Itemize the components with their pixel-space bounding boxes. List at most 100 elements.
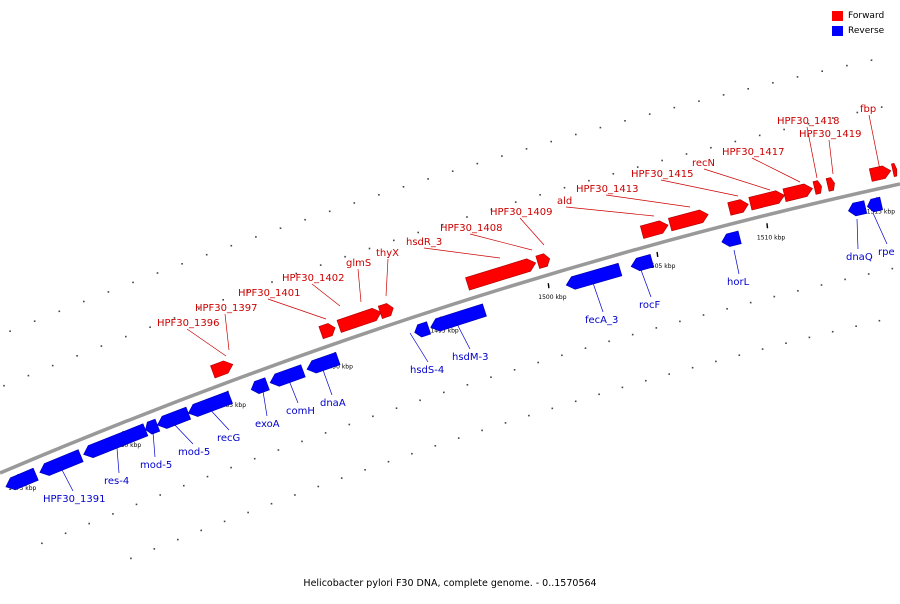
label-leader-line	[565, 206, 655, 217]
grid-dot	[514, 201, 517, 203]
reverse-gene[interactable]	[250, 377, 270, 395]
reverse-gene-label: exoA	[255, 419, 280, 430]
grid-dot	[295, 272, 298, 275]
reverse-gene[interactable]	[430, 303, 487, 332]
label-leader-line	[224, 313, 230, 351]
grid-dot	[673, 106, 676, 109]
label-leader-line	[828, 139, 834, 175]
grid-dot	[880, 106, 883, 108]
reverse-gene[interactable]	[145, 418, 161, 435]
grid-dot	[434, 445, 437, 447]
grid-dot	[58, 310, 61, 313]
reverse-gene[interactable]	[414, 321, 432, 338]
reverse-gene[interactable]	[866, 196, 884, 213]
reverse-gene[interactable]	[5, 467, 39, 491]
label-leader-line	[872, 212, 888, 245]
grid-dot	[648, 113, 651, 115]
forward-gene-label: HPF30_1418	[777, 116, 839, 127]
grid-dot	[831, 330, 834, 333]
forward-gene-label: ald	[557, 196, 572, 207]
forward-gene[interactable]	[868, 165, 892, 182]
grid-dot	[41, 542, 43, 545]
forward-gene[interactable]	[336, 307, 382, 333]
grid-dot	[64, 532, 67, 535]
label-leader-line	[592, 282, 604, 313]
grid-dot	[539, 194, 541, 196]
forward-gene[interactable]	[465, 258, 537, 291]
forward-gene[interactable]	[535, 253, 551, 269]
grid-dot	[222, 299, 224, 301]
grid-dot	[364, 469, 366, 471]
reverse-gene[interactable]	[721, 230, 742, 247]
grid-dot	[584, 347, 587, 349]
forward-gene[interactable]	[318, 323, 336, 340]
grid-dot	[368, 247, 371, 250]
forward-gene-label: HPF30_1413	[576, 184, 638, 195]
forward-gene[interactable]	[812, 180, 822, 195]
forward-gene[interactable]	[748, 190, 785, 211]
label-leader-line	[171, 421, 194, 445]
grid-dot	[253, 457, 256, 460]
forward-gene[interactable]	[377, 303, 394, 319]
grid-dot	[205, 253, 208, 256]
grid-dot	[808, 336, 811, 339]
forward-gene[interactable]	[727, 199, 749, 216]
label-leader-line	[311, 283, 341, 307]
forward-gene[interactable]	[782, 183, 813, 202]
grid-dot	[149, 326, 151, 328]
grid-dot	[340, 477, 343, 479]
forward-gene-label: glmS	[346, 258, 371, 269]
grid-dot	[490, 208, 493, 211]
grid-dot	[173, 317, 176, 319]
grid-dot	[344, 255, 346, 258]
grid-dots	[3, 59, 894, 560]
grid-dot	[574, 400, 577, 403]
gene-features	[5, 162, 898, 491]
reverse-gene[interactable]	[83, 423, 149, 459]
forward-gene-label: recN	[692, 158, 715, 169]
tick-label: 1475 kbp	[8, 485, 36, 492]
grid-dot	[270, 502, 273, 505]
forward-gene[interactable]	[825, 177, 835, 192]
label-leader-line	[455, 321, 471, 350]
label-leader-line	[660, 179, 739, 197]
reverse-gene-label: HPF30_1391	[43, 494, 105, 505]
label-leader-line	[423, 247, 501, 259]
grid-dot	[304, 218, 306, 221]
tick-label: 1510 kbp	[757, 234, 785, 241]
grid-dot	[51, 364, 54, 367]
label-leader-line	[204, 403, 230, 431]
grid-dot	[844, 278, 846, 281]
reverse-gene[interactable]	[187, 390, 233, 417]
forward-gene[interactable]	[891, 162, 898, 177]
grid-dot	[773, 295, 776, 298]
reverse-gene[interactable]	[630, 254, 655, 272]
reverse-gene[interactable]	[269, 364, 306, 387]
grid-dot	[856, 111, 859, 114]
label-leader-line	[519, 217, 545, 246]
reverse-gene[interactable]	[39, 449, 84, 476]
reverse-gene[interactable]	[306, 352, 341, 374]
grid-dot	[451, 170, 454, 172]
label-leader-line	[409, 332, 429, 363]
grid-dot	[832, 117, 834, 119]
grid-dot	[691, 366, 694, 369]
grid-dot	[230, 244, 233, 247]
tick-label: 1495 kbp	[430, 328, 458, 335]
grid-dot	[411, 452, 413, 455]
grid-dot	[443, 391, 445, 394]
forward-gene[interactable]	[639, 220, 669, 239]
grid-dot	[797, 290, 799, 292]
legend-forward-swatch	[832, 10, 843, 21]
grid-dot	[598, 393, 600, 396]
grid-dot	[645, 379, 647, 382]
grid-dot	[427, 178, 429, 180]
grid-dot	[537, 361, 539, 364]
forward-gene[interactable]	[210, 360, 234, 379]
label-leader-line	[385, 258, 389, 297]
reverse-gene[interactable]	[156, 406, 192, 429]
reverse-gene[interactable]	[565, 262, 623, 290]
forward-gene[interactable]	[668, 209, 709, 232]
reverse-gene-label: mod-5	[140, 460, 172, 471]
reverse-gene[interactable]	[848, 200, 868, 217]
